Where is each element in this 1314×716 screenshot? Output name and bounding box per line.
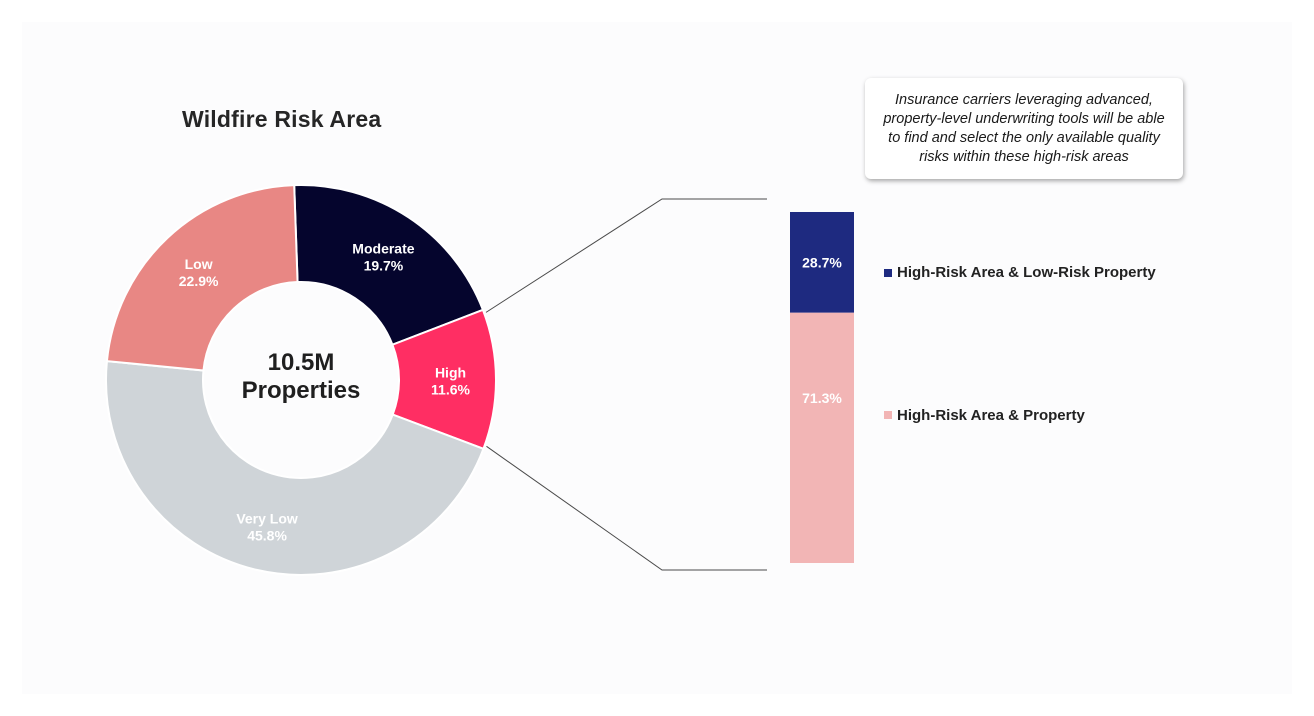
slice-name-label: Low <box>185 256 213 272</box>
center-label-count: 10.5M <box>268 349 335 376</box>
bar-value-label: 71.3% <box>802 390 842 406</box>
slice-value-label: 19.7% <box>364 257 404 273</box>
slice-low <box>105 184 299 372</box>
legend-item: High-Risk Area & Property <box>884 407 1085 424</box>
stacked-bar: 28.7% 71.3% <box>790 212 854 563</box>
legend-swatch <box>884 268 892 277</box>
connector-top <box>485 198 767 313</box>
connector-lines <box>485 198 767 571</box>
slice-very-low <box>105 360 485 576</box>
center-label-unit: Properties <box>242 377 361 404</box>
callout-text: Insurance carriers leveraging advanced, … <box>883 91 1165 165</box>
donut-chart <box>105 184 497 576</box>
chart-title: Wildfire Risk Area <box>182 106 382 132</box>
slice-value-label: 22.9% <box>179 273 219 289</box>
bar-segment <box>790 212 854 313</box>
legend-item: High-Risk Area & Low-Risk Property <box>884 264 1156 281</box>
slice-name-label: High <box>435 364 466 380</box>
slice-name-label: Moderate <box>352 240 414 256</box>
callout-box: Insurance carriers leveraging advanced, … <box>865 78 1183 179</box>
legend-swatch <box>884 411 892 420</box>
slice-moderate <box>293 184 485 347</box>
bar-value-label: 28.7% <box>802 254 842 270</box>
legend-label: High-Risk Area & Low-Risk Property <box>897 264 1156 281</box>
slice-value-label: 45.8% <box>247 528 287 544</box>
connector-bottom <box>486 445 767 571</box>
legend-label: High-Risk Area & Property <box>897 406 1085 424</box>
bar-segment <box>790 312 854 563</box>
slice-name-label: Very Low <box>236 511 298 527</box>
slice-value-label: 11.6% <box>431 381 470 397</box>
